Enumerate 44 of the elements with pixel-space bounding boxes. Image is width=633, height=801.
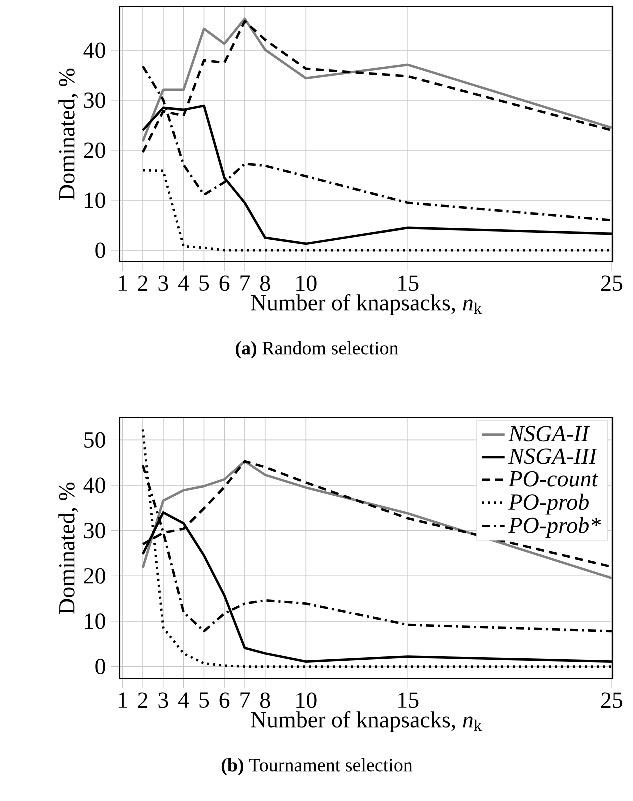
x-tick-label: 6: [220, 276, 230, 292]
y-tick-label: 0: [96, 242, 106, 258]
y-tick-label: 40: [84, 478, 106, 494]
x-tick-label: 5: [200, 692, 210, 708]
y-tick-label: 10: [85, 192, 106, 208]
x-axis-title: Number of knapsacks, n$_{k}$: [251, 294, 482, 316]
y-tick-label: 0: [96, 658, 106, 675]
y-tick-label: 10: [85, 614, 106, 630]
y-tick-label: 40: [84, 42, 106, 58]
x-tick-label: 2: [138, 276, 148, 291]
y-tick-label: 30: [84, 523, 106, 539]
y-tick-label: 30: [84, 92, 106, 108]
legend-label: PO-count: [508, 471, 599, 487]
x-tick-label: 10: [296, 276, 317, 292]
x-tick-label: 3: [158, 276, 168, 292]
x-tick-label: 7: [240, 276, 250, 291]
x-tick-label: 25: [601, 276, 623, 292]
y-tick-label: 20: [84, 568, 106, 584]
x-tick-label: 1: [118, 692, 128, 708]
x-tick-label: 15: [398, 692, 419, 708]
legend-label: NSGA-III: [508, 448, 598, 464]
x-tick-label: 8: [260, 276, 270, 292]
x-tick-label: 4: [178, 276, 190, 291]
legend-label: PO-prob: [508, 494, 589, 515]
x-tick-label: 7: [240, 692, 250, 708]
x-tick-label: 2: [138, 692, 148, 708]
legend-label: NSGA-II: [508, 426, 590, 442]
x-tick-label: 1: [118, 276, 128, 291]
x-tick-label: 10: [296, 692, 317, 708]
x-tick-label: 25: [601, 692, 623, 708]
y-tick-label: 20: [84, 142, 106, 158]
x-axis-title: Number of knapsacks, n$_{k}$: [251, 711, 482, 732]
text: (b) Tournament selection: [222, 758, 413, 776]
text: (a) Random selection: [236, 341, 399, 359]
y-axis-title: Dominated, %: [58, 482, 78, 614]
x-tick-label: 4: [178, 692, 190, 708]
x-tick-label: 15: [398, 276, 419, 292]
x-tick-label: 8: [260, 692, 270, 708]
x-tick-label: 3: [158, 692, 168, 708]
y-axis-title: Dominated, %: [58, 68, 78, 200]
legend-label: PO-prob*: [508, 517, 602, 538]
x-tick-label: 6: [220, 692, 230, 708]
x-tick-label: 5: [200, 276, 210, 291]
y-tick-label: 50: [84, 432, 106, 448]
